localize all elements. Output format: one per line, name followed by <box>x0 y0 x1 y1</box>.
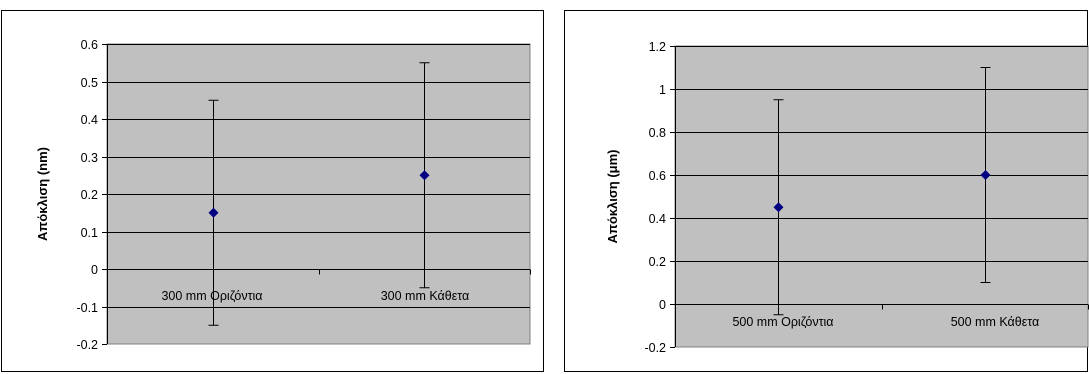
chart-1-svg: -0.2 -0.1 0 0.1 0.2 0.3 0.4 0.5 0.6 300 mm Οριζόν… <box>35 38 531 352</box>
y-tick-label: 0.3 <box>81 151 98 165</box>
y-tick-label: 0.6 <box>81 38 98 52</box>
data-point-marker <box>419 170 430 181</box>
y-tick-label: -0.2 <box>76 338 98 352</box>
chart-panel-1: -0.2 -0.1 0 0.1 0.2 0.3 0.4 0.5 0.6 300 mm Οριζόν… <box>1 10 544 372</box>
x-category-label: 500 mm Οριζόντια <box>732 315 833 329</box>
data-point-marker <box>773 202 784 213</box>
y-tick-label: 0 <box>659 298 666 312</box>
y-tick-label: 0.6 <box>649 169 666 183</box>
y-axis-title: Απόκλιση (μm) <box>605 150 620 244</box>
y-tick-label: 0 <box>91 263 98 277</box>
y-tick-label: 0.8 <box>649 126 666 140</box>
data-point-marker <box>208 207 219 218</box>
y-tick-label: 1 <box>659 83 666 97</box>
y-tick-label: -0.2 <box>644 341 666 355</box>
y-tick-label: 0.4 <box>649 212 666 226</box>
x-category-label: 300 mm Οριζόντια <box>161 289 262 303</box>
x-category-label: 500 mm Κάθετα <box>951 315 1040 329</box>
y-tick-label: 1.2 <box>649 40 666 54</box>
y-tick-label: 0.1 <box>81 226 98 240</box>
y-tick-label: 0.5 <box>81 76 98 90</box>
y-tick-label: -0.1 <box>76 301 98 315</box>
y-axis-title: Απόκλιση (nm) <box>35 147 50 241</box>
y-tick-label: 0.2 <box>649 255 666 269</box>
x-category-label: 300 mm Κάθετα <box>381 289 470 303</box>
chart-panel-2: -0.2 0 0.2 0.4 0.6 0.8 1 1.2 500 mm Οριζόντια 500… <box>564 10 1089 372</box>
plot-area <box>674 45 1089 348</box>
y-tick-label: 0.4 <box>81 113 98 127</box>
chart-2-svg: -0.2 0 0.2 0.4 0.6 0.8 1 1.2 500 mm Οριζόντια 500… <box>605 40 1089 355</box>
data-point-marker <box>980 170 991 180</box>
y-tick-label: 0.2 <box>81 188 98 202</box>
